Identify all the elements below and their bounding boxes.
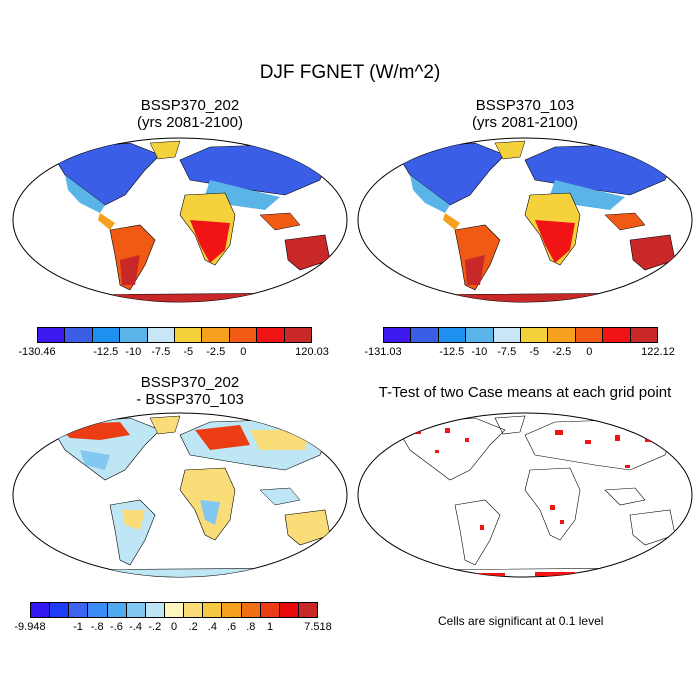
panel-title-bottom-right: T-Test of two Case means at each grid po… — [355, 384, 695, 401]
colorbar-box — [92, 328, 121, 342]
colorbar-tick-label: -.2 — [148, 621, 162, 633]
colorbar-box — [31, 603, 51, 617]
colorbar-box — [38, 328, 66, 342]
panel-title-line2: (yrs 2081-2100) — [472, 114, 578, 131]
colorbar-tick-label: -2.5 — [552, 346, 572, 358]
colorbar-box — [284, 328, 312, 342]
colorbar-box — [438, 328, 467, 342]
colorbar-box — [175, 328, 203, 342]
colorbar-box — [65, 328, 93, 342]
colorbar-tick-label: 1 — [266, 621, 274, 633]
colorbar-tick-label: 120.03 — [295, 346, 329, 358]
colorbar-box — [222, 603, 242, 617]
colorbar-tick-label: 0 — [240, 346, 247, 358]
colorbar-box — [229, 328, 258, 342]
colorbar-box — [298, 603, 318, 617]
colorbar-tick-label: -131.03 — [364, 346, 402, 358]
colorbar-box — [202, 328, 230, 342]
map-top-right — [357, 137, 693, 303]
panel-title-bottom-left: BSSP370_202 - BSSP370_103 — [20, 374, 360, 408]
colorbar-tick-label: -12.5 — [439, 346, 465, 358]
colorbar-box — [145, 603, 165, 617]
map-top-left — [12, 137, 348, 303]
colorbar-box — [147, 328, 176, 342]
colorbar-box — [107, 603, 127, 617]
colorbar-box — [493, 328, 522, 342]
colorbar-tick-label: .8 — [246, 621, 256, 633]
colorbar-tick-label: .2 — [188, 621, 198, 633]
colorbar-tick-label: -10 — [125, 346, 142, 358]
colorbar-tick-label: -9.948 — [14, 621, 46, 633]
colorbar-box — [241, 603, 261, 617]
panel-title-top-left: BSSP370_202 (yrs 2081-2100) — [20, 97, 360, 131]
colorbar-tick-label: -5 — [529, 346, 540, 358]
colorbar-tick-label: 122.12 — [641, 346, 675, 358]
panel-title-line1: BSSP370_103 — [475, 97, 575, 114]
colorbar-box — [50, 603, 70, 617]
colorbar-tick-label: -2.5 — [206, 346, 226, 358]
colorbar-tick-label: -130.46 — [18, 346, 56, 358]
colorbar-box — [521, 328, 549, 342]
colorbar-box — [466, 328, 494, 342]
colorbar-top-left — [37, 327, 312, 343]
colorbar-box — [88, 603, 108, 617]
colorbar-tick-label: -1 — [73, 621, 83, 633]
colorbar-tick-label: -7.5 — [497, 346, 517, 358]
panel-title-line2: - BSSP370_103 — [136, 391, 244, 408]
colorbar-box — [120, 328, 148, 342]
colorbar-tick-label: -7.5 — [151, 346, 171, 358]
colorbar-tick-label: -.8 — [90, 621, 104, 633]
colorbar-box — [126, 603, 146, 617]
colorbar-tick-label: -.4 — [129, 621, 143, 633]
colorbar-tick-label: -5 — [183, 346, 194, 358]
colorbar-box — [279, 603, 299, 617]
colorbar-tick-label: 7.518 — [304, 621, 332, 633]
map-bottom-right — [357, 412, 693, 578]
colorbar-tick-label: -10 — [471, 346, 488, 358]
colorbar-box — [548, 328, 576, 342]
colorbar-bottom-left — [30, 602, 318, 618]
colorbar-tick-label: -12.5 — [93, 346, 119, 358]
colorbar-box — [630, 328, 658, 342]
colorbar-tick-label: -.6 — [109, 621, 123, 633]
figure-title: DJF FGNET (W/m^2) — [259, 62, 441, 83]
map-bottom-left — [12, 412, 348, 578]
colorbar-box — [575, 328, 604, 342]
colorbar-box — [257, 328, 285, 342]
colorbar-box — [69, 603, 89, 617]
panel-title-line2: (yrs 2081-2100) — [137, 114, 243, 131]
panel-title-line1: BSSP370_202 — [140, 97, 240, 114]
colorbar-box — [164, 603, 185, 617]
panel-title-line1: BSSP370_202 — [140, 374, 240, 391]
colorbar-labels-top-right: -131.03 -12.5 -10 -7.5 -5 -2.5 0 122.12 — [364, 346, 674, 360]
colorbar-box — [603, 328, 631, 342]
colorbar-labels-bottom-left: -9.948 -1 -.8 -.6 -.4 -.2 0 .2 .4 .6 .8 1 7.518 — [14, 621, 331, 635]
colorbar-tick-label: .4 — [207, 621, 217, 633]
panel-title-top-right: BSSP370_103 (yrs 2081-2100) — [355, 97, 695, 131]
colorbar-top-right — [383, 327, 658, 343]
colorbar-box — [411, 328, 439, 342]
significance-note: Cells are significant at 0.1 level — [438, 614, 604, 628]
colorbar-tick-label: 0 — [586, 346, 593, 358]
colorbar-tick-label: .6 — [227, 621, 237, 633]
colorbar-box — [260, 603, 280, 617]
colorbar-box — [184, 603, 204, 617]
colorbar-box — [203, 603, 223, 617]
colorbar-labels-top-left: -130.46 -12.5 -10 -7.5 -5 -2.5 0 120.03 — [18, 346, 328, 360]
colorbar-box — [384, 328, 412, 342]
colorbar-tick-label: 0 — [170, 621, 178, 633]
panel-title-line1: T-Test of two Case means at each grid po… — [378, 384, 672, 401]
